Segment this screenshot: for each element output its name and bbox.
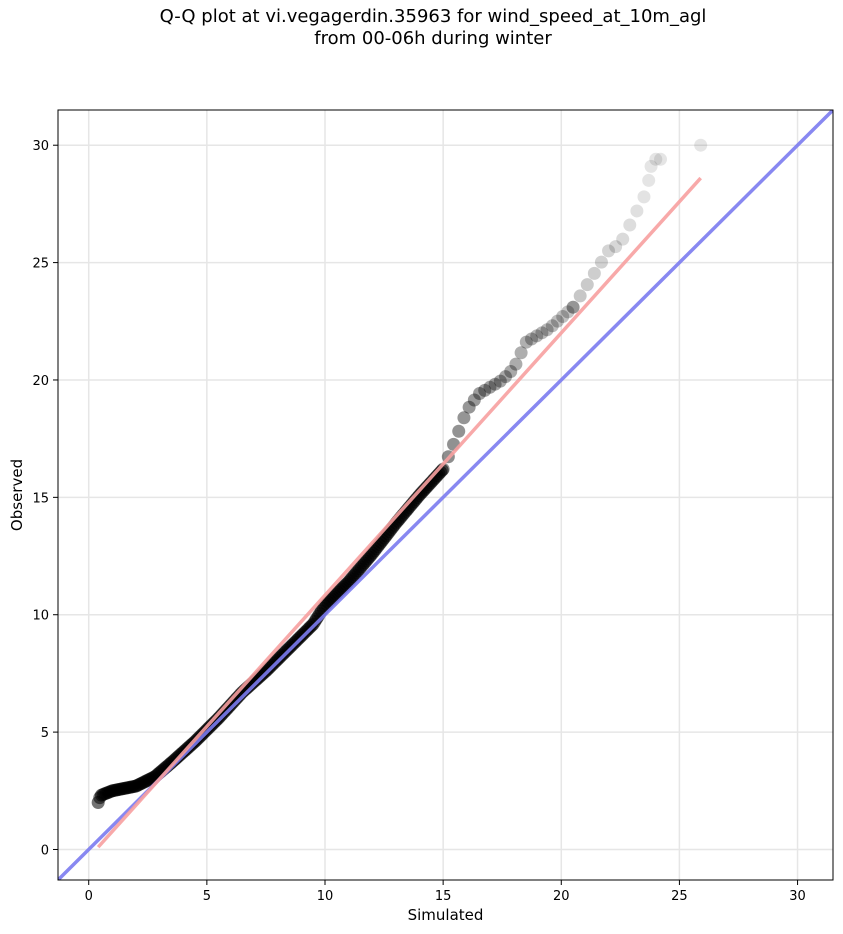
data-point xyxy=(556,309,570,323)
data-point xyxy=(462,400,476,414)
data-point xyxy=(623,218,637,232)
y-tick-label: 20 xyxy=(32,374,49,389)
data-point xyxy=(587,266,601,280)
data-point xyxy=(609,240,623,254)
data-point xyxy=(488,377,502,391)
data-point xyxy=(525,332,539,346)
y-axis-label: Observed xyxy=(8,459,26,531)
data-point xyxy=(566,300,580,314)
x-tick-label: 15 xyxy=(435,889,452,904)
chart-title-line-1: Q-Q plot at vi.vegagerdin.35963 for wind… xyxy=(159,6,707,27)
x-tick-label: 5 xyxy=(203,889,211,904)
data-point xyxy=(550,314,564,328)
x-tick-label: 25 xyxy=(671,889,688,904)
data-point xyxy=(649,152,663,166)
data-point xyxy=(493,374,507,388)
data-point xyxy=(642,173,656,187)
data-point xyxy=(514,346,528,360)
identity-line xyxy=(58,110,833,880)
data-point xyxy=(504,365,518,379)
data-point xyxy=(499,370,513,384)
data-point xyxy=(467,393,481,407)
data-point xyxy=(535,326,549,340)
data-point xyxy=(561,305,575,319)
y-tick-label: 15 xyxy=(32,491,49,506)
data-point xyxy=(602,244,616,258)
chart-title-line-2: from 00-06h during winter xyxy=(314,28,552,49)
y-tick-label: 5 xyxy=(41,726,49,741)
data-point xyxy=(637,190,651,204)
data-point xyxy=(519,335,533,349)
data-point xyxy=(452,424,466,438)
data-point xyxy=(594,255,608,269)
data-point xyxy=(473,386,487,400)
x-tick-label: 30 xyxy=(789,889,806,904)
data-point xyxy=(509,357,523,371)
x-tick-label: 10 xyxy=(317,889,334,904)
data-point xyxy=(483,380,497,394)
data-point xyxy=(545,319,559,333)
y-tick-label: 30 xyxy=(32,139,49,154)
data-point xyxy=(457,411,471,425)
data-point xyxy=(478,383,492,397)
x-tick-label: 0 xyxy=(85,889,93,904)
data-point xyxy=(654,152,668,166)
data-point xyxy=(580,278,594,292)
data-point xyxy=(530,329,544,343)
data-point xyxy=(694,138,708,152)
data-point xyxy=(644,159,658,173)
data-point xyxy=(540,323,554,337)
y-tick-label: 25 xyxy=(32,257,49,272)
data-point xyxy=(630,204,644,218)
x-axis-label: Simulated xyxy=(408,906,484,924)
y-tick-label: 0 xyxy=(41,843,49,858)
axes-frame xyxy=(57,109,834,881)
fit-line xyxy=(96,176,702,849)
data-point xyxy=(616,232,630,246)
data-point xyxy=(573,289,587,303)
data-point xyxy=(566,300,580,314)
chart-title: Q-Q plot at vi.vegagerdin.35963 for wind… xyxy=(0,6,843,50)
y-tick-label: 10 xyxy=(32,609,49,624)
x-tick-label: 20 xyxy=(553,889,570,904)
